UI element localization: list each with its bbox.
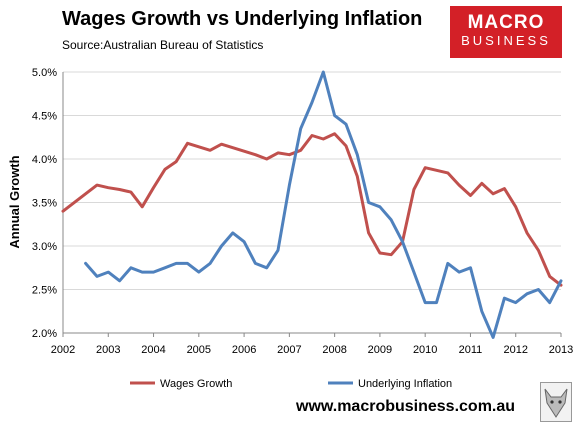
x-tick-label: 2010	[413, 344, 437, 356]
x-tick-label: 2003	[96, 344, 120, 356]
chart-title: Wages Growth vs Underlying Inflation	[62, 8, 423, 30]
y-tick-label: 3.5%	[32, 198, 57, 210]
series-lines	[61, 70, 563, 339]
website-url: www.macrobusiness.com.au	[296, 398, 516, 415]
wolf-mascot-icon	[540, 382, 572, 422]
y-tick-label: 2.0%	[32, 328, 57, 340]
y-tick-label: 5.0%	[32, 67, 57, 79]
x-tick-label: 2013	[549, 344, 573, 356]
y-tick-label: 3.0%	[32, 241, 57, 253]
legend-label: Wages Growth	[160, 378, 232, 390]
x-tick-label: 2006	[232, 344, 256, 356]
x-tick-label: 2002	[51, 344, 75, 356]
y-axis-label: Annual Growth	[7, 155, 22, 248]
logo-line-2: BUSINESS	[461, 33, 551, 48]
legend: Wages Growth Underlying Inflation	[130, 378, 452, 390]
x-tick-label: 2008	[322, 344, 346, 356]
series-line-wages-growth	[61, 132, 563, 287]
x-tick-label: 2005	[187, 344, 211, 356]
x-axis-tick-labels: 2002 2003 2004 2005 2006 2007 2008 2009 2010 2011…	[51, 333, 573, 356]
x-tick-label: 2009	[368, 344, 392, 356]
logo-line-1: MACRO	[467, 12, 545, 33]
y-axis-tick-labels: 2.0% 2.5% 3.0% 3.5% 4.0% 4.5% 5.0%	[32, 67, 57, 340]
legend-label: Underlying Inflation	[358, 378, 452, 390]
macrobusiness-logo: MACRO BUSINESS	[450, 6, 562, 58]
y-tick-label: 4.5%	[32, 111, 57, 123]
x-tick-label: 2004	[141, 344, 165, 356]
chart-subtitle: Source:Australian Bureau of Statistics	[62, 38, 264, 52]
series-line-underlying-inflation	[84, 70, 563, 339]
x-tick-label: 2012	[503, 344, 527, 356]
y-tick-label: 2.5%	[32, 285, 57, 297]
x-tick-label: 2011	[459, 344, 483, 356]
x-tick-label: 2007	[277, 344, 301, 356]
y-tick-label: 4.0%	[32, 154, 57, 166]
